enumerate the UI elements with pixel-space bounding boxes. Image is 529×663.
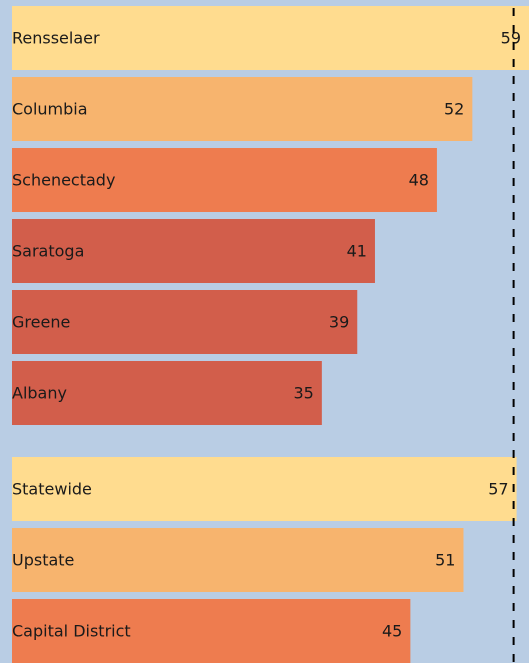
category-label: Greene: [12, 313, 70, 332]
category-label: Upstate: [12, 551, 74, 570]
category-label: Saratoga: [12, 242, 84, 261]
bar: [12, 6, 529, 70]
value-label: 51: [435, 551, 455, 570]
category-label: Capital District: [12, 622, 131, 641]
bar: [12, 77, 473, 141]
category-label: Albany: [12, 384, 67, 403]
value-label: 57: [488, 480, 508, 499]
value-label: 45: [382, 622, 402, 641]
value-label: 48: [409, 171, 429, 190]
bar: [12, 457, 517, 521]
bar: [12, 290, 358, 354]
bar: [12, 148, 437, 212]
value-label: 39: [329, 313, 349, 332]
category-label: Rensselaer: [12, 29, 100, 48]
category-label: Schenectady: [12, 171, 115, 190]
value-label: 41: [347, 242, 367, 261]
category-label: Statewide: [12, 480, 92, 499]
bar: [12, 219, 375, 283]
bar: [12, 599, 411, 663]
value-label: 35: [293, 384, 313, 403]
bar: [12, 528, 464, 592]
value-label: 52: [444, 100, 464, 119]
value-label: 59: [501, 29, 521, 48]
category-label: Columbia: [12, 100, 88, 119]
bar: [12, 361, 322, 425]
